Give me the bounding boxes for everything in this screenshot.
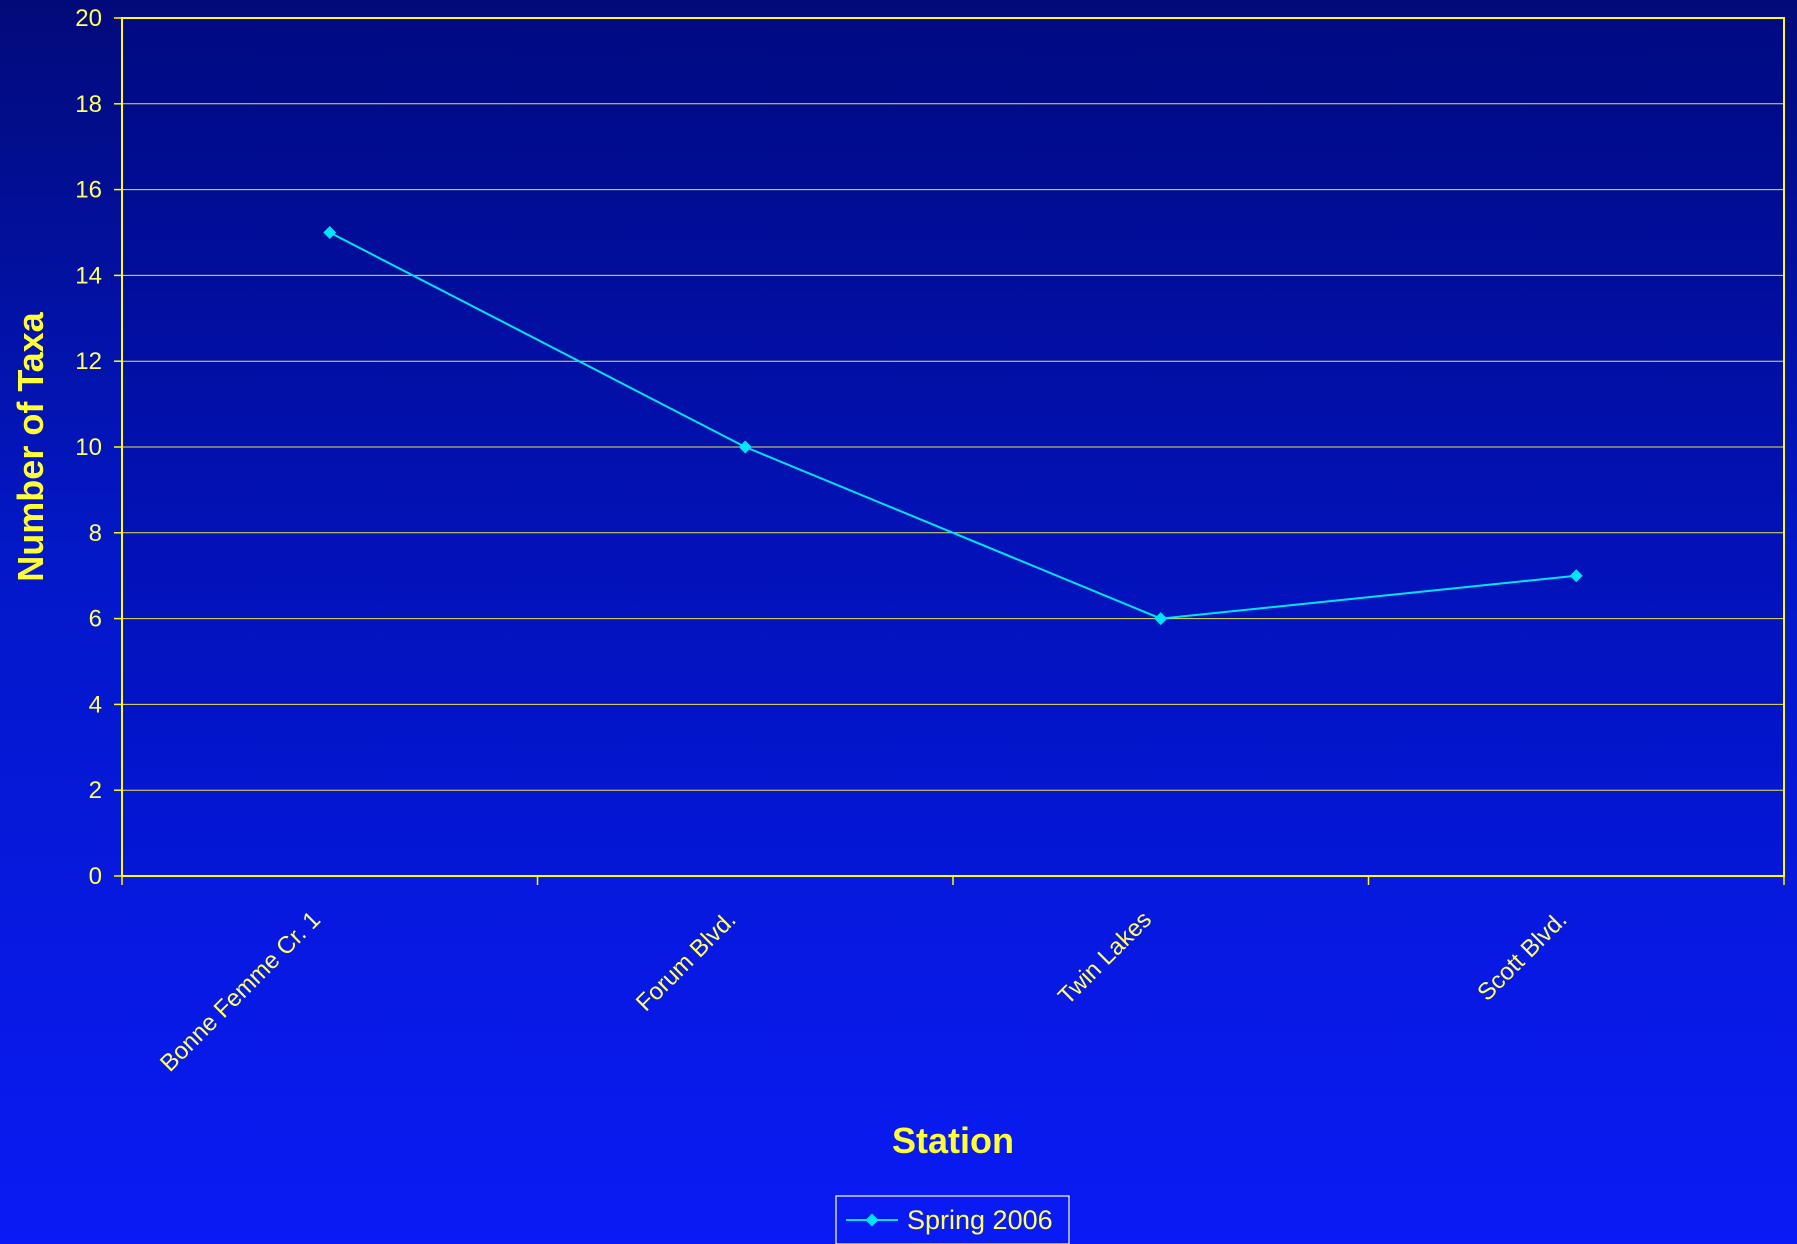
gridlines [114, 17, 1784, 877]
y-tick-label-12: 12 [75, 348, 102, 375]
series [323, 226, 1583, 626]
data-point-diamond-marker [1154, 612, 1168, 626]
y-tick-label-14: 14 [75, 262, 102, 289]
x-tick-label: Bonne Femme Cr. 1 [155, 906, 326, 1077]
data-point-diamond-marker [323, 226, 337, 239]
axes [121, 17, 1785, 885]
y-tick-label-20: 20 [75, 5, 102, 32]
y-tick-label-2: 2 [89, 777, 102, 804]
y-tick-label-18: 18 [75, 91, 102, 118]
y-tick-label-8: 8 [89, 520, 102, 547]
y-axis-title: Number of Taxa [10, 311, 51, 581]
x-tick-labels: Bonne Femme Cr. 1 Forum Blvd. Twin Lakes Sc… [155, 906, 1572, 1077]
series-line-0 [329, 231, 1577, 620]
legend-diamond-marker [865, 1213, 879, 1227]
y-tick-label-0: 0 [89, 863, 102, 890]
y-tick-label-6: 6 [89, 606, 102, 633]
data-point-diamond-marker [1569, 569, 1583, 583]
legend-box [835, 1195, 1070, 1244]
y-tick-label-4: 4 [89, 691, 102, 718]
y-tick-labels: 0 2 4 6 8 10 12 14 16 18 20 [75, 5, 102, 890]
x-tick-label: Forum Blvd. [631, 906, 742, 1017]
y-tick-label-10: 10 [75, 434, 102, 461]
x-axis-title: Station [892, 1120, 1014, 1161]
data-point-diamond-marker [738, 440, 752, 454]
x-tick-label: Scott Blvd. [1472, 906, 1572, 1006]
y-tick-label-16: 16 [75, 177, 102, 204]
x-tick-label: Twin Lakes [1053, 906, 1157, 1010]
legend-label: Spring 2006 [907, 1205, 1053, 1235]
legend: Spring 2006 [835, 1195, 1070, 1244]
